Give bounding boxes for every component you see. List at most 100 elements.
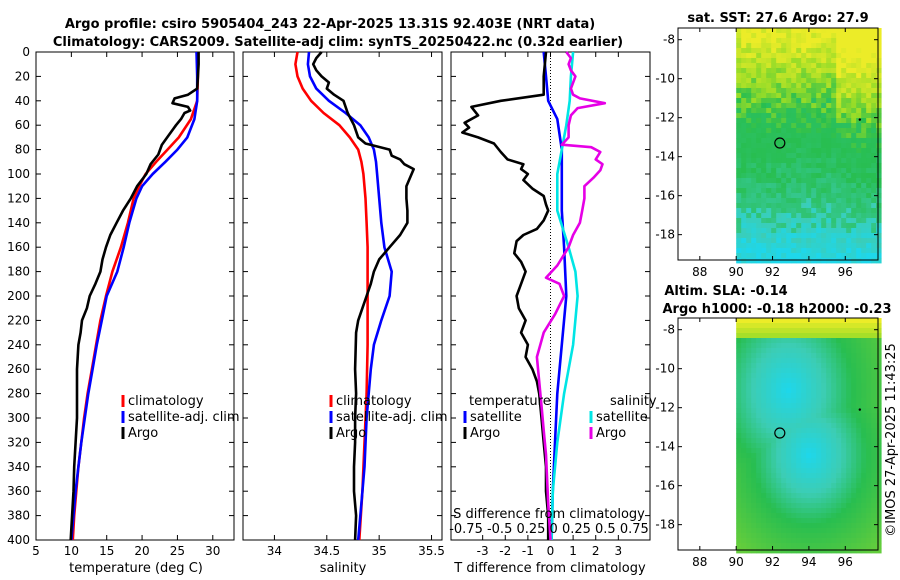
temperature-ytick-label: 140 (7, 216, 30, 230)
salinity-legend-climatology: climatology (336, 394, 412, 409)
figure-title-line1: Argo profile: csiro 5905404_243 22-Apr-2… (65, 17, 595, 32)
difference-series-s-argo (535, 51, 607, 541)
temperature-ytick-label: 400 (7, 533, 30, 547)
sla_map-ytick-label: -14 (655, 440, 675, 454)
salinity-legend-satellite: satellite-adj. clim (336, 410, 448, 425)
sla_map-argo-marker (774, 427, 786, 439)
difference-legend-s-argo: Argo (596, 426, 626, 441)
temperature-ytick-label: 280 (7, 387, 30, 401)
difference-legend-s-satellite: satellite (596, 410, 648, 425)
salinity-legend-argo: Argo (336, 426, 366, 441)
difference-xtick-label: -1 (522, 544, 534, 558)
sla-map-subtitle: Argo h1000: -0.18 h2000: -0.23 (662, 302, 891, 317)
difference-top-ticks: -0.75 -0.5 0.25 0 0.25 0.5 0.75 (449, 522, 649, 537)
temperature-ytick-label: 60 (15, 118, 30, 132)
temperature-ytick-label: 200 (7, 289, 30, 303)
temperature-ytick-label: 80 (15, 143, 30, 157)
temperature-ytick-label: 320 (7, 435, 30, 449)
temperature-xtick-label: 10 (64, 544, 79, 558)
difference-legend-temperature-title: temperature (469, 394, 551, 409)
sst_map-frame (677, 27, 879, 261)
difference-legend: temperature salinity satellite Argo sate… (463, 394, 657, 441)
difference-top-label: S difference from climatology (453, 507, 645, 522)
sla_map-island-marker (858, 408, 862, 411)
salinity-xtick-label: 34 (267, 544, 282, 558)
difference-xtick-label: -2 (499, 544, 511, 558)
difference-xtick-label: 0 (547, 544, 555, 558)
sst_map-xtick-label: 88 (692, 265, 707, 279)
sst_map-field (736, 28, 882, 264)
sla_map-xtick-label: 92 (765, 555, 780, 569)
imos-watermark: ©IMOS 27-Apr-2025 11:43:25 (884, 343, 899, 537)
sst_map-ytick-label: -10 (655, 72, 675, 86)
temperature-xtick-label: 30 (205, 544, 220, 558)
salinity-series-climatology (294, 51, 369, 541)
salinity-legend: climatology satellite-adj. clim Argo (329, 394, 448, 441)
temperature-xlabel: temperature (deg C) (69, 561, 203, 576)
difference-xlabel: T difference from climatology (453, 561, 646, 576)
temperature-ytick-label: 100 (7, 167, 30, 181)
sla_map-xtick-label: 94 (801, 555, 816, 569)
temperature-ytick-label: 40 (15, 94, 30, 108)
difference-series-t-argo (460, 51, 550, 540)
temperature-ytick-label: 240 (7, 338, 30, 352)
sla_map-ytick-label: -12 (655, 401, 675, 415)
temperature-legend-argo: Argo (128, 426, 158, 441)
sst_map-ytick-label: -14 (655, 150, 675, 164)
temperature-series-climatology (71, 52, 200, 541)
sst_map-ytick-label: -16 (655, 189, 675, 203)
temperature-xtick-label: 20 (134, 544, 149, 558)
salinity-xtick-label: 35 (372, 544, 387, 558)
sla_map-xtick-label: 88 (692, 555, 707, 569)
temperature-legend-climatology: climatology (128, 394, 204, 409)
temperature-legend-satellite: satellite-adj. clim (128, 410, 240, 425)
sst_map-xtick-label: 96 (838, 265, 853, 279)
sla-map-title: Altim. SLA: -0.14 (664, 284, 787, 299)
temperature-ytick-label: 220 (7, 313, 30, 327)
salinity-series-argo (311, 51, 416, 541)
difference-panel: -3 -2 -1 0 1 2 3 (450, 51, 651, 558)
temperature-ytick-label: 0 (22, 45, 30, 59)
temperature-xtick-label: 5 (32, 544, 40, 558)
sla_map-frame (677, 317, 879, 551)
sst_map-island-marker (858, 118, 862, 121)
sst-map-title: sat. SST: 27.6 Argo: 27.9 (687, 11, 868, 26)
sst_map-ytick-label: -12 (655, 111, 675, 125)
sst_map-argo-marker (774, 137, 786, 149)
sla_map-xtick-label: 96 (838, 555, 853, 569)
sst_map-xtick-label: 94 (801, 265, 816, 279)
sla_map-ytick-label: -16 (655, 479, 675, 493)
difference-legend-t-satellite: satellite (470, 410, 522, 425)
salinity-xtick-label: 34.5 (313, 544, 340, 558)
sla_map-xtick-label: 90 (729, 555, 744, 569)
sla_map-ytick-label: -10 (655, 362, 675, 376)
difference-xtick-label: 3 (615, 544, 623, 558)
salinity-frame (242, 51, 443, 541)
figure-title-line2: Climatology: CARS2009. Satellite-adj cli… (53, 35, 623, 50)
temperature-xtick-label: 25 (170, 544, 185, 558)
difference-legend-t-argo: Argo (470, 426, 500, 441)
salinity-xtick-label: 35.5 (418, 544, 445, 558)
sla-map-panel: 88 90 92 94 96 -8 -10 -12 -14 -16 -18 (655, 317, 882, 569)
temperature-ytick-label: 120 (7, 191, 30, 205)
temperature-ytick-label: 160 (7, 240, 30, 254)
salinity-series-satellite-adj-clim (306, 51, 394, 541)
sla_map-ytick-label: -8 (663, 323, 675, 337)
salinity-panel: 34 34.5 35 35.5 (242, 51, 445, 558)
sla_map-field (736, 318, 882, 554)
difference-xtick-label: 1 (569, 544, 577, 558)
sst_map-xtick-label: 90 (729, 265, 744, 279)
sst_map-ytick-label: -18 (655, 228, 675, 242)
temperature-ytick-label: 340 (7, 460, 30, 474)
temperature-ytick-label: 20 (15, 69, 30, 83)
temperature-legend: climatology satellite-adj. clim Argo (121, 394, 240, 441)
temperature-ytick-label: 380 (7, 509, 30, 523)
difference-xtick-label: -3 (477, 544, 489, 558)
sst_map-ytick-label: -8 (663, 33, 675, 47)
sla_map-ytick-label: -18 (655, 518, 675, 532)
temperature-ytick-label: 300 (7, 411, 30, 425)
temperature-series-satellite-adj-clim (70, 51, 199, 541)
temperature-ytick-label: 360 (7, 484, 30, 498)
temperature-ytick-label: 260 (7, 362, 30, 376)
